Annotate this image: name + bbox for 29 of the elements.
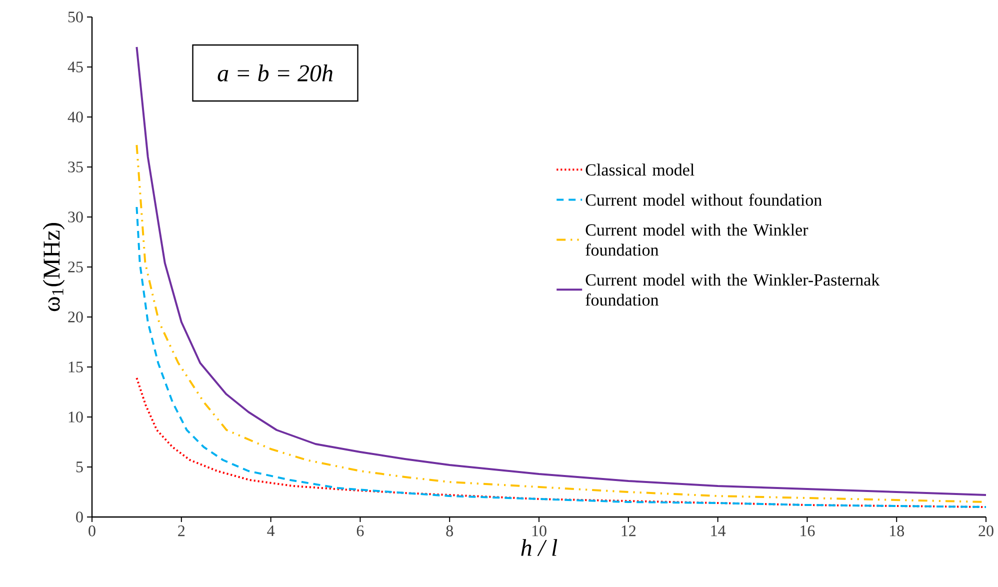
y-tick-label: 35 bbox=[68, 162, 83, 172]
y-tick-label: 20 bbox=[68, 312, 83, 322]
legend-label: Current model with the Winkler-Pasternak foundation bbox=[586, 274, 880, 306]
x-tick-label: 8 bbox=[446, 526, 453, 536]
legend-label: Current model with the Winkler foundation bbox=[586, 224, 808, 256]
y-tick-label: 30 bbox=[68, 212, 83, 222]
x-tick-label: 4 bbox=[267, 526, 275, 536]
x-tick-label: 12 bbox=[622, 526, 636, 536]
y-axis-title: ω$_{1}$(MHz) bbox=[42, 223, 65, 312]
x-tick-label: 14 bbox=[711, 526, 726, 536]
y-tick-label: 5 bbox=[76, 462, 83, 472]
y-tick-label: 45 bbox=[68, 62, 83, 72]
y-tick-label: 10 bbox=[68, 412, 83, 422]
x-tick-label: 16 bbox=[800, 526, 815, 536]
y-tick-label: 0 bbox=[76, 512, 83, 522]
x-tick-label: 0 bbox=[88, 526, 96, 536]
annotation: a = b = 20h bbox=[218, 64, 332, 82]
x-tick-label: 10 bbox=[532, 526, 546, 536]
x-tick-label: 2 bbox=[178, 526, 185, 536]
y-tick-label: 50 bbox=[68, 12, 83, 22]
x-tick-label: 18 bbox=[890, 526, 904, 536]
legend-label: Classical model bbox=[586, 164, 694, 176]
y-tick-label: 40 bbox=[68, 112, 83, 122]
x-tick-label: 20 bbox=[978, 526, 994, 536]
legend-label: Current model without foundation bbox=[586, 194, 822, 206]
y-tick-label: 15 bbox=[68, 362, 83, 372]
x-axis-title: h / l bbox=[521, 539, 558, 556]
x-tick-label: 6 bbox=[356, 526, 364, 536]
y-tick-label: 25 bbox=[68, 262, 83, 272]
